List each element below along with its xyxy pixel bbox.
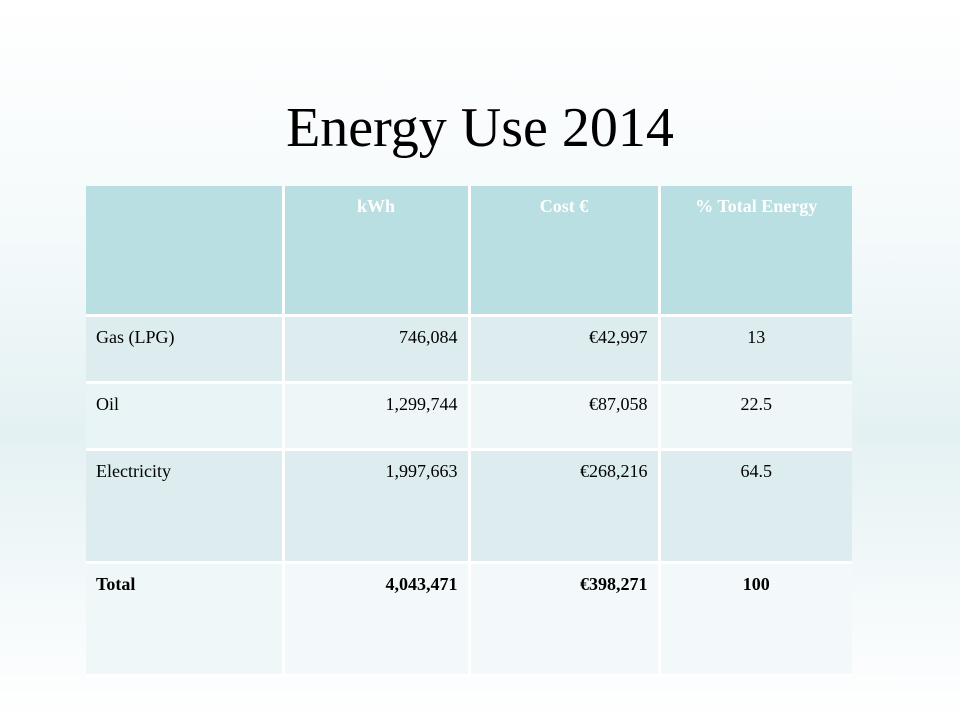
table-row: Gas (LPG) 746,084 €42,997 13 [86, 315, 852, 384]
table-row-total: Total 4,043,471 €398,271 100 [86, 562, 852, 677]
kwh-cell: 746,084 [283, 315, 471, 384]
row-label: Electricity [86, 449, 285, 564]
row-label: Oil [86, 382, 285, 451]
table-row: Oil 1,299,744 €87,058 22.5 [86, 382, 852, 451]
cost-cell: €398,271 [469, 562, 661, 677]
energy-use-table: kWh Cost € % Total Energy Gas (LPG) 746,… [86, 186, 852, 677]
header-cell-empty [86, 186, 285, 317]
cost-cell: €87,058 [469, 382, 661, 451]
row-label: Total [86, 562, 285, 677]
header-cell-cost: Cost € [469, 186, 661, 317]
kwh-cell: 1,299,744 [283, 382, 471, 451]
percent-cell: 22.5 [659, 382, 852, 451]
header-cell-kwh: kWh [283, 186, 471, 317]
row-label: Gas (LPG) [86, 315, 285, 384]
slide-title: Energy Use 2014 [286, 97, 674, 159]
percent-cell: 64.5 [659, 449, 852, 564]
percent-cell: 13 [659, 315, 852, 384]
table-row: Electricity 1,997,663 €268,216 64.5 [86, 449, 852, 564]
header-cell-percent-total: % Total Energy [659, 186, 852, 317]
cost-cell: €268,216 [469, 449, 661, 564]
kwh-cell: 4,043,471 [283, 562, 471, 677]
kwh-cell: 1,997,663 [283, 449, 471, 564]
cost-cell: €42,997 [469, 315, 661, 384]
table-header-row: kWh Cost € % Total Energy [86, 186, 852, 317]
percent-cell: 100 [659, 562, 852, 677]
